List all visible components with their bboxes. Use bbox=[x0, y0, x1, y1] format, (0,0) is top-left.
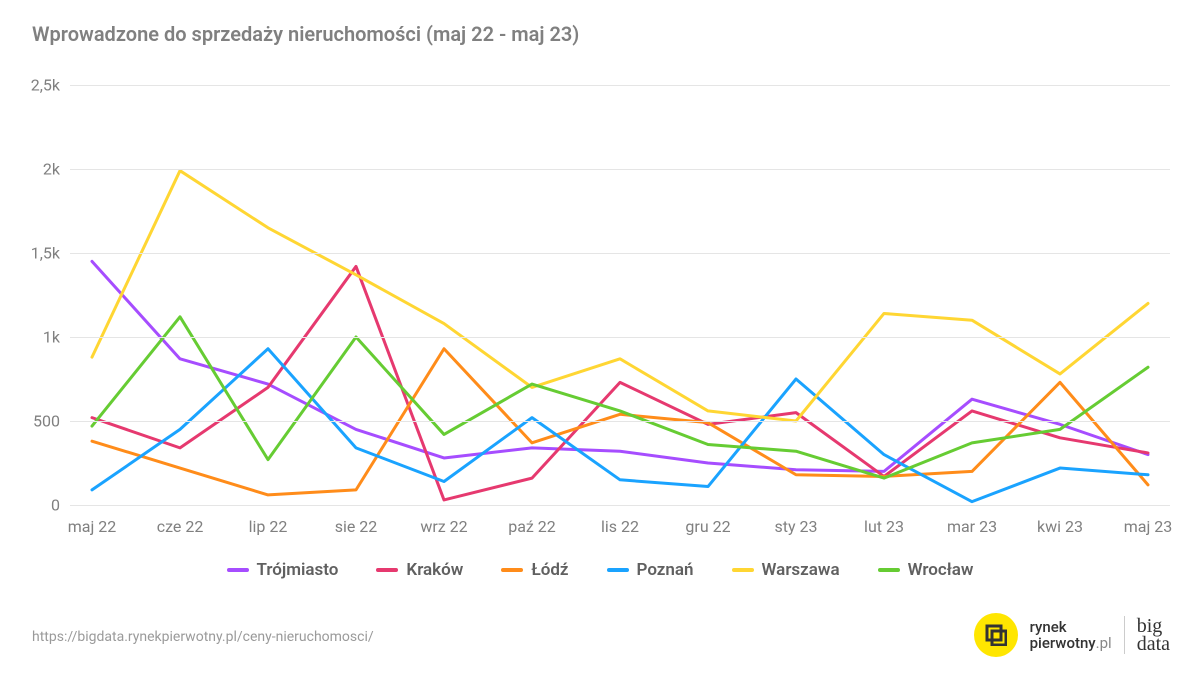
chart-title: Wprowadzone do sprzedaży nieruchomości (… bbox=[32, 22, 579, 46]
x-axis-label: maj 22 bbox=[68, 517, 117, 536]
legend-item: Łódź bbox=[501, 560, 568, 580]
legend-swatch bbox=[732, 568, 754, 572]
legend-label: Łódź bbox=[531, 560, 568, 580]
x-axis-label: lut 23 bbox=[864, 517, 904, 536]
logo-mark-icon bbox=[974, 613, 1018, 657]
x-axis-label: lip 22 bbox=[249, 517, 288, 536]
logo-line1: rynek bbox=[1030, 618, 1067, 636]
y-axis-label: 2,5k bbox=[31, 76, 60, 95]
chart-plot-area: 05001k1,5k2k2,5kmaj 22cze 22lip 22sie 22… bbox=[70, 85, 1170, 505]
gridline bbox=[70, 337, 1170, 338]
logo-line2: pierwotny bbox=[1030, 634, 1096, 652]
legend-label: Poznań bbox=[637, 560, 694, 580]
legend-item: Wrocław bbox=[878, 560, 974, 580]
y-axis-label: 1k bbox=[43, 328, 60, 347]
chart-lines-svg bbox=[70, 85, 1170, 505]
gridline bbox=[70, 85, 1170, 86]
logo-divider bbox=[1124, 616, 1125, 654]
y-axis-label: 1,5k bbox=[31, 244, 60, 263]
legend-item: Trójmiasto bbox=[227, 560, 339, 580]
gridline bbox=[70, 421, 1170, 422]
logo-suffix: .pl bbox=[1096, 634, 1112, 652]
legend-swatch bbox=[376, 568, 398, 572]
logo-text: rynek pierwotny.pl bbox=[1030, 619, 1112, 652]
series-line bbox=[92, 349, 1148, 502]
x-axis-label: kwi 23 bbox=[1037, 517, 1083, 536]
footer-logo: rynek pierwotny.pl big data bbox=[974, 613, 1170, 657]
footer-source-url: https://bigdata.rynekpierwotny.pl/ceny-n… bbox=[32, 629, 374, 645]
legend-swatch bbox=[501, 568, 523, 572]
x-axis-label: mar 23 bbox=[947, 517, 997, 536]
gridline bbox=[70, 253, 1170, 254]
x-axis-label: wrz 22 bbox=[420, 517, 467, 536]
y-axis-label: 500 bbox=[33, 412, 60, 431]
x-axis-label: paź 22 bbox=[508, 517, 556, 536]
logo-bigdata: big data bbox=[1137, 617, 1170, 653]
y-axis-label: 0 bbox=[51, 496, 60, 515]
x-axis-label: maj 23 bbox=[1124, 517, 1173, 536]
series-line bbox=[92, 266, 1148, 500]
legend-item: Poznań bbox=[607, 560, 694, 580]
legend-label: Warszawa bbox=[762, 560, 840, 580]
x-axis-label: sty 23 bbox=[774, 517, 817, 536]
x-axis-label: lis 22 bbox=[601, 517, 639, 536]
y-axis-label: 2k bbox=[43, 160, 60, 179]
x-axis-label: sie 22 bbox=[335, 517, 378, 536]
x-axis-label: gru 22 bbox=[685, 517, 730, 536]
legend-swatch bbox=[227, 568, 249, 572]
legend-swatch bbox=[878, 568, 900, 572]
legend-item: Warszawa bbox=[732, 560, 840, 580]
logo-extra2: data bbox=[1137, 635, 1170, 653]
legend-label: Kraków bbox=[406, 560, 463, 580]
chart-legend: Trójmiasto Kraków Łódź Poznań Warszawa Wrocła… bbox=[0, 560, 1200, 580]
legend-item: Kraków bbox=[376, 560, 463, 580]
legend-swatch bbox=[607, 568, 629, 572]
x-axis-label: cze 22 bbox=[157, 517, 204, 536]
gridline bbox=[70, 505, 1170, 506]
legend-label: Wrocław bbox=[908, 560, 974, 580]
legend-label: Trójmiasto bbox=[257, 560, 339, 580]
gridline bbox=[70, 169, 1170, 170]
